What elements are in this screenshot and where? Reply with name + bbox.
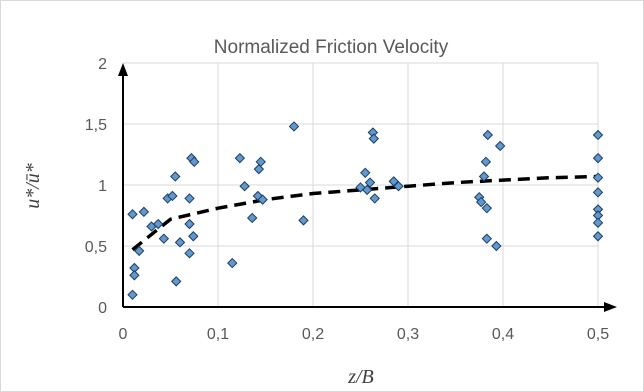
data-point <box>369 193 380 204</box>
data-point <box>481 202 493 214</box>
x-tick-label: 0,2 <box>302 326 324 343</box>
x-tick-label: 0 <box>119 326 128 343</box>
y-tick-label: 0 <box>98 300 107 317</box>
data-point <box>133 245 145 257</box>
data-point <box>170 171 181 182</box>
trendline <box>131 174 599 252</box>
data-point <box>480 156 492 168</box>
data-point <box>257 194 268 205</box>
data-point <box>234 152 246 164</box>
data-point <box>592 172 604 183</box>
data-point <box>298 215 309 226</box>
y-tick-label: 1 <box>98 178 107 195</box>
data-point <box>592 231 604 242</box>
data-point <box>255 156 266 168</box>
x-tick-label: 0,1 <box>207 326 229 343</box>
axes <box>118 63 617 312</box>
data-point <box>361 184 373 196</box>
data-point <box>592 187 604 198</box>
x-tick-label: 0,3 <box>397 326 419 343</box>
data-point <box>127 209 138 220</box>
x-axis-arrow-icon <box>604 302 617 312</box>
grid-lines <box>123 62 599 307</box>
data-point <box>188 231 199 242</box>
data-point <box>184 248 195 259</box>
trendline-layer <box>131 174 599 252</box>
x-tick-label: 0,4 <box>492 326 514 343</box>
data-point <box>491 240 502 252</box>
tick-labels: 0 0,5 1 1,5 2 0 0,1 0,2 0,3 0,4 0,5 <box>85 56 609 343</box>
data-point <box>167 190 178 202</box>
data-point <box>481 233 493 244</box>
data-points <box>127 121 604 301</box>
data-point <box>592 129 604 141</box>
data-point <box>253 163 265 175</box>
data-point <box>174 237 186 248</box>
data-point <box>360 167 371 179</box>
data-point <box>170 276 182 287</box>
data-point <box>227 257 238 269</box>
data-point <box>592 217 604 229</box>
data-point <box>152 218 164 230</box>
data-point <box>478 171 490 182</box>
data-point <box>189 156 200 168</box>
data-point <box>184 218 195 230</box>
y-tick-label: 1,5 <box>85 117 107 134</box>
x-tick-label: 0,5 <box>587 326 609 343</box>
x-axis-label: z/B <box>347 366 374 388</box>
data-point <box>246 212 258 224</box>
data-point <box>393 181 404 192</box>
data-point <box>138 206 150 218</box>
y-axis-label: u*/ū* <box>22 163 44 209</box>
data-point <box>475 196 487 208</box>
data-point <box>239 181 250 192</box>
y-tick-label: 2 <box>98 56 107 73</box>
data-point <box>288 121 300 132</box>
data-point <box>158 233 170 244</box>
y-axis-arrow-icon <box>118 63 128 76</box>
data-point <box>184 193 195 204</box>
data-point <box>592 152 604 164</box>
data-point <box>494 140 506 152</box>
data-point <box>368 133 380 144</box>
chart-title: Normalized Friction Velocity <box>214 37 449 58</box>
data-point <box>482 129 494 141</box>
data-point <box>129 270 140 281</box>
data-point <box>127 289 138 301</box>
data-point <box>364 177 376 188</box>
y-tick-label: 0,5 <box>85 239 107 256</box>
